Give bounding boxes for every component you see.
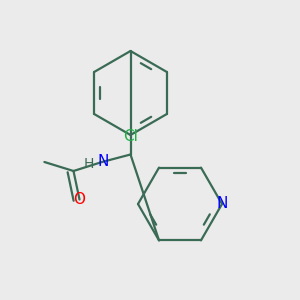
Text: N: N bbox=[98, 154, 109, 169]
Text: Cl: Cl bbox=[123, 129, 138, 144]
Text: H: H bbox=[83, 157, 94, 170]
Text: O: O bbox=[74, 192, 86, 207]
Text: N: N bbox=[216, 196, 228, 211]
